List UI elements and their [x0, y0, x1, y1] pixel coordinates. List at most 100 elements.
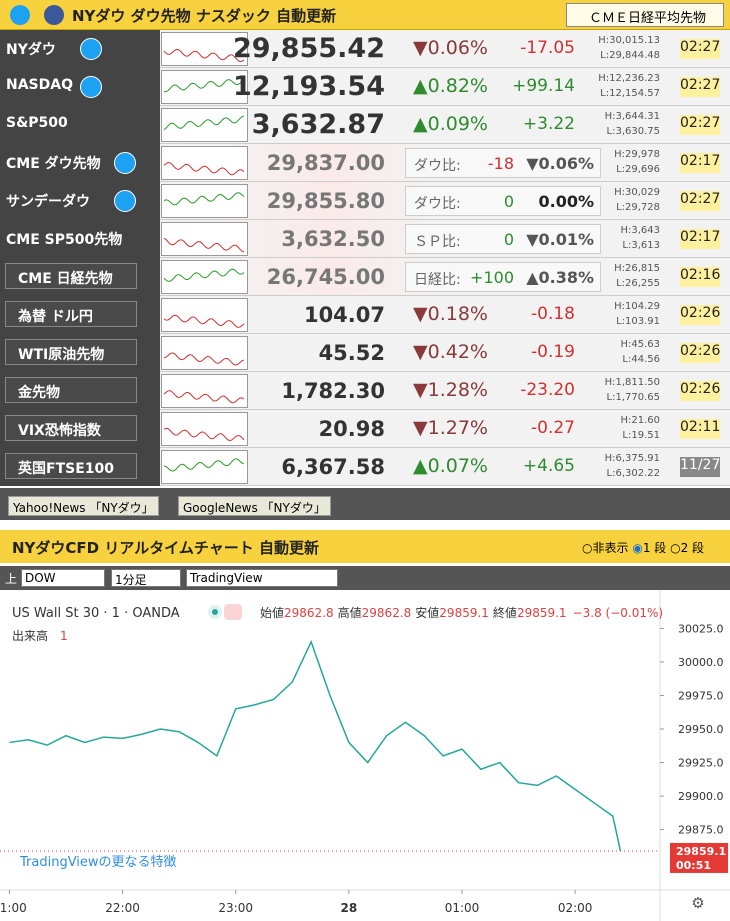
low: L:29,728: [616, 202, 660, 213]
sparkline-line: [163, 268, 245, 282]
chart-header: NYダウCFD リアルタイムチャート 自動更新 ○非表示 ◉1 段 ○2 段: [0, 530, 730, 563]
quote-name[interactable]: WTI原油先物: [5, 339, 137, 365]
select-bar: 上 DOW 1分足 TradingView: [0, 566, 730, 590]
time: 02:26: [680, 343, 720, 363]
time: 02:27: [680, 115, 720, 135]
high: H:3,643: [620, 225, 660, 236]
sparkline-svg: [163, 268, 245, 282]
sparkline: [161, 70, 248, 104]
header-title: NYダウ ダウ先物 ナスダック 自動更新: [72, 7, 337, 25]
compare-change: 0: [503, 192, 514, 211]
quote-row: CME 日経先物 26,745.00 日経比: +100 ▲0.38% H:26,815 L…: [0, 258, 730, 296]
news-link[interactable]: GoogleNews 「NYダウ」: [178, 496, 331, 516]
pct: ▼1.27%: [413, 417, 488, 439]
time: 02:27: [680, 191, 720, 211]
sparkline-svg: [163, 78, 245, 93]
price: 3,632.50: [281, 227, 385, 251]
low: L:26,255: [616, 278, 660, 289]
facebook-icon[interactable]: [44, 5, 64, 25]
price: 20.98: [318, 417, 385, 441]
quote-name[interactable]: サンデーダウ: [6, 194, 90, 210]
select[interactable]: 1分足: [111, 569, 181, 587]
y-tick-label: 30000.0: [678, 656, 724, 669]
row-label: 上: [5, 572, 18, 586]
price: 6,367.58: [281, 455, 385, 479]
sparkline-svg: [163, 48, 245, 63]
sparkline-line: [163, 390, 245, 404]
countdown: 00:51: [676, 859, 711, 872]
time: 02:16: [680, 267, 720, 287]
ohlc-value: 29859.1: [439, 606, 489, 620]
twitter-icon[interactable]: [80, 76, 102, 98]
sparkline-line: [163, 427, 245, 442]
sparkline-svg: [163, 192, 245, 206]
price-tag: [670, 842, 728, 873]
quote-row: S&P500 3,632.87 ▲0.09% +3.22 H:3,644.31 L:3,6…: [0, 106, 730, 144]
quote-row: CME SP500先物 3,632.50 ＳＰ比: 0 ▼0.01% H:3,643 L:3…: [0, 220, 730, 258]
sparkline: [161, 222, 248, 256]
pct: ▲0.07%: [413, 455, 488, 477]
change: -0.19: [531, 342, 575, 362]
radio[interactable]: ◉: [632, 541, 643, 555]
sparkline: [161, 32, 248, 66]
quote-name[interactable]: S&P500: [6, 115, 68, 131]
quote-row: 金先物 1,782.30 ▼1.28% -23.20 H:1,811.50 L:1,770…: [0, 372, 730, 410]
select[interactable]: TradingView: [186, 569, 338, 587]
change: -23.20: [520, 380, 575, 400]
time: 02:17: [680, 229, 720, 249]
quote-name[interactable]: NYダウ: [6, 42, 56, 58]
select[interactable]: DOW: [21, 569, 105, 587]
twitter-icon[interactable]: [114, 152, 136, 174]
y-tick-label: 29875.0: [678, 824, 724, 837]
sparkline: [161, 146, 248, 180]
pct: ▼0.18%: [413, 303, 488, 325]
time: 02:17: [680, 153, 720, 173]
settings-icon[interactable]: ⚙: [691, 894, 704, 912]
sparkline-line: [163, 192, 245, 206]
ohlc-label: 高値: [338, 605, 362, 620]
sparkline-line: [163, 78, 245, 93]
time: 02:26: [680, 381, 720, 401]
ohlc-value: 29862.8: [284, 606, 334, 620]
news-link[interactable]: Yahoo!News 「NYダウ」: [8, 496, 159, 516]
compare-box: ダウ比: 0 0.00%: [405, 186, 601, 216]
price: 29,855.42: [232, 33, 385, 64]
price-tag-label: 29859.1: [676, 845, 726, 858]
quote-name[interactable]: VIX恐怖指数: [5, 415, 137, 441]
chart-bg: [0, 590, 730, 921]
sparkline: [161, 412, 248, 446]
quote-name[interactable]: CME SP500先物: [6, 232, 123, 248]
sparkline-svg: [163, 458, 245, 472]
quote-name[interactable]: CME ダウ先物: [6, 156, 101, 172]
compare-pct: 0.00%: [538, 192, 594, 211]
volume-value: 1: [60, 629, 68, 643]
time: 11/27: [680, 457, 720, 477]
high: H:104.29: [614, 301, 660, 312]
radio[interactable]: ○: [670, 541, 681, 555]
sparkline: [161, 336, 248, 370]
twitter-icon[interactable]: [10, 5, 30, 25]
quote-name[interactable]: CME 日経先物: [5, 263, 137, 289]
quote-name[interactable]: 金先物: [5, 377, 137, 403]
radio-label: 2 段: [680, 541, 705, 555]
quote-name[interactable]: 為替 ドル円: [5, 301, 137, 327]
compare-pct: ▼0.01%: [526, 230, 594, 249]
sparkline-svg: [163, 352, 245, 366]
compare-box: ＳＰ比: 0 ▼0.01%: [405, 224, 601, 254]
x-tick-label: 21:00: [0, 901, 27, 915]
quote-name[interactable]: 英国FTSE100: [5, 453, 137, 479]
quote-name[interactable]: NASDAQ: [6, 77, 73, 93]
indicator-dot: [212, 609, 218, 615]
cme-button[interactable]: ＣＭＥ日経平均先物: [566, 3, 724, 27]
twitter-icon[interactable]: [80, 38, 102, 60]
high: H:6,375.91: [604, 453, 660, 464]
promo[interactable]: TradingViewの更なる特徴: [19, 855, 177, 870]
change: +3.22: [522, 114, 575, 134]
radio[interactable]: ○: [582, 541, 593, 555]
price: 1,782.30: [281, 379, 385, 403]
time: 02:26: [680, 305, 720, 325]
time: 02:11: [680, 419, 720, 439]
twitter-icon[interactable]: [114, 190, 136, 212]
quote-row: サンデーダウ 29,855.80 ダウ比: 0 0.00% H:30,029 L:29,72…: [0, 182, 730, 220]
